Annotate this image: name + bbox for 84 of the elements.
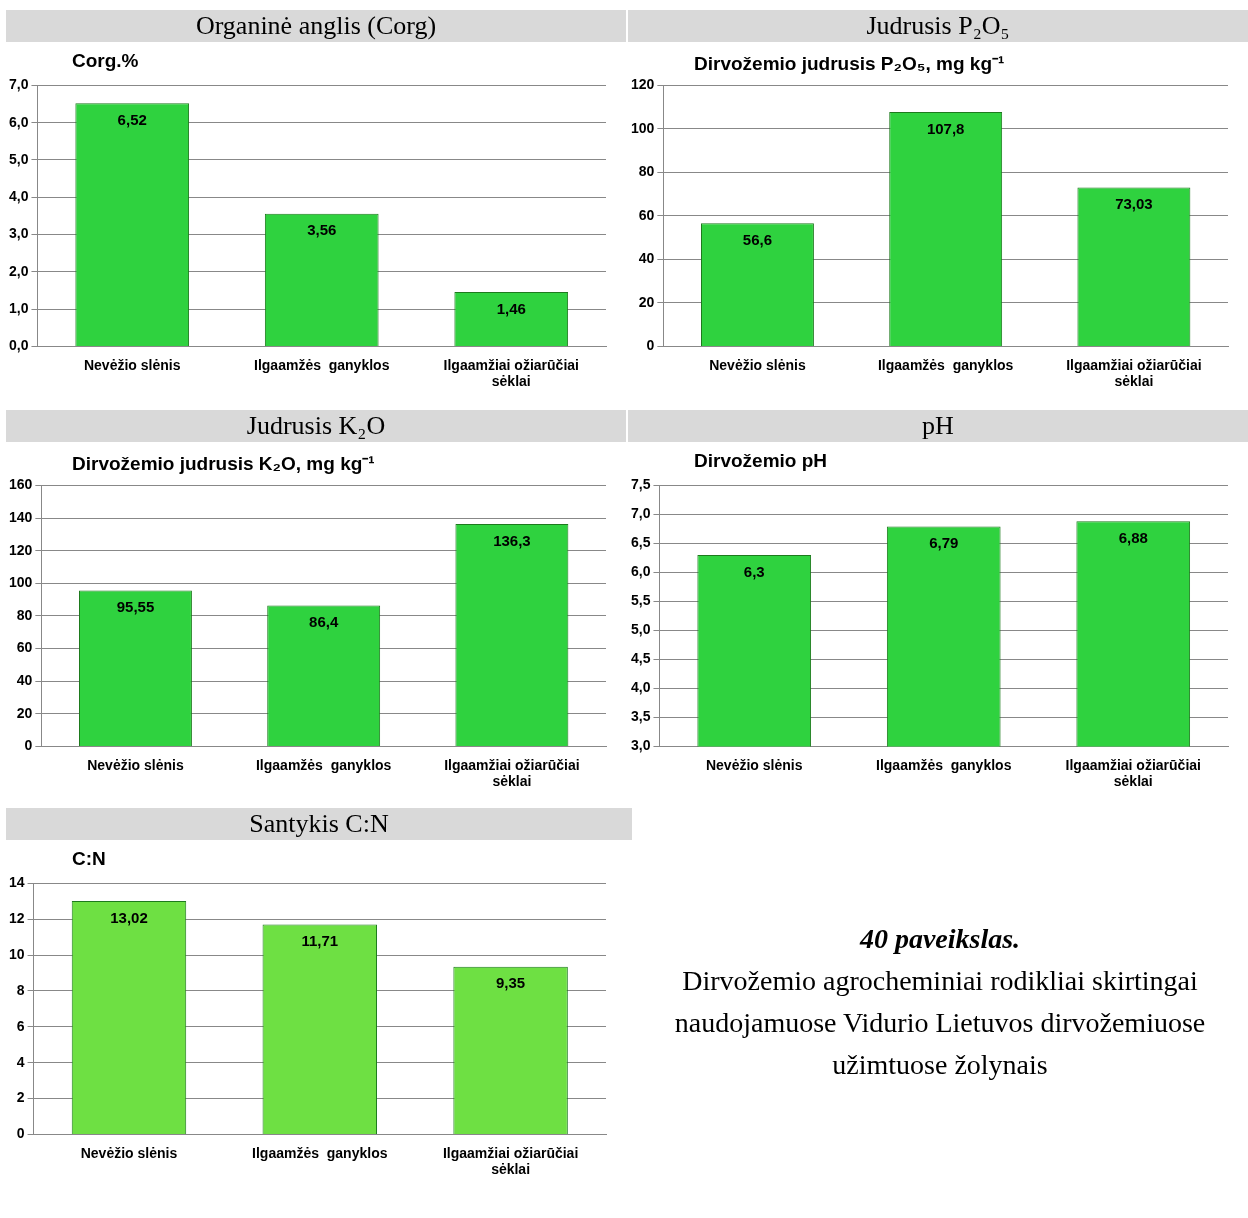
y-tick-label: 80 <box>638 163 655 180</box>
x-tick-label: Ilgaamžės ganyklos <box>252 1144 388 1161</box>
y-tick-label: 7,5 <box>630 476 651 493</box>
x-tick-label: Ilgaamžiai ožiarūčiai sėklai <box>442 1144 579 1178</box>
data-label: 136,3 <box>493 531 531 549</box>
data-label: 56,6 <box>742 230 773 248</box>
x-tick-label: Ilgaamžės ganyklos <box>876 756 1012 773</box>
y-tick-label: 6,0 <box>8 113 29 130</box>
data-label: 6,3 <box>743 562 765 580</box>
x-tick-label: Ilgaamžiai ožiarūčiai sėklai <box>444 756 580 790</box>
y-tick-label: 20 <box>16 704 33 721</box>
y-axis-title: Dirvožemio judrusis P₂O₅, mg kg⁻¹ <box>694 52 1006 74</box>
data-label: 9,35 <box>495 974 526 992</box>
data-label: 95,55 <box>116 598 155 616</box>
y-tick-label: 3,0 <box>8 225 29 242</box>
y-tick-label: 4,5 <box>630 650 651 667</box>
text: Dirvožemio agrocheminiai rodikliai skirtingai naudojamuose Vidurio Lietuvos dirvožemiuose užimtuose žolynais <box>673 964 1207 1082</box>
y-tick-label: 0,0 <box>8 337 29 354</box>
chart-title: Judrusis P₂O₅ <box>628 10 1248 42</box>
y-tick-label: 100 <box>631 119 655 136</box>
y-tick-label: 2 <box>16 1089 25 1106</box>
y-tick-label: 80 <box>16 606 33 623</box>
y-tick-label: 1,0 <box>8 299 29 316</box>
data-label: 6,79 <box>929 534 959 552</box>
y-tick-label: 8 <box>16 981 25 998</box>
y-tick-label: 0 <box>646 337 655 354</box>
y-tick-label: 5,0 <box>630 621 651 638</box>
x-tick-label: Nevėžio slėnis <box>705 756 803 773</box>
y-tick-label: 12 <box>8 910 25 927</box>
y-tick-label: 6,0 <box>630 563 651 580</box>
y-tick-label: 60 <box>638 206 655 223</box>
y-tick-label: 120 <box>631 76 655 93</box>
y-tick-label: 4,0 <box>8 188 29 205</box>
data-label: 107,8 <box>926 119 965 137</box>
y-tick-label: 7,0 <box>8 76 29 93</box>
y-tick-label: 120 <box>9 541 33 558</box>
y-tick-label: 140 <box>9 508 33 525</box>
y-tick-label: 7,0 <box>630 505 651 522</box>
x-tick-label: Nevėžio slėnis <box>83 356 181 373</box>
data-label: 1,46 <box>496 299 526 317</box>
text: 40 paveikslas. <box>858 922 1022 956</box>
y-axis-title: Dirvožemio judrusis K₂O, mg kg⁻¹ <box>72 452 376 474</box>
data-label: 11,71 <box>301 932 339 950</box>
data-label: 3,56 <box>307 221 337 239</box>
y-tick-label: 4 <box>16 1053 25 1070</box>
y-tick-label: 160 <box>9 476 33 493</box>
data-label: 13,02 <box>110 908 148 926</box>
x-tick-label: Ilgaamžės ganyklos <box>877 356 1014 373</box>
data-label: 73,03 <box>1115 195 1153 213</box>
data-label: 6,52 <box>117 110 147 128</box>
y-tick-label: 100 <box>9 574 33 591</box>
y-axis-title: Dirvožemio pH <box>694 450 829 473</box>
y-tick-label: 0 <box>24 737 33 754</box>
y-axis-title: C:N <box>72 848 107 871</box>
chart-title: Organinė anglis (Corg) <box>6 10 626 42</box>
x-tick-label: Nevėžio slėnis <box>87 756 184 773</box>
y-tick-label: 4,0 <box>630 679 651 696</box>
x-tick-label: Nevėžio slėnis <box>80 1144 178 1161</box>
chart-title: pH <box>628 410 1248 442</box>
y-tick-label: 0 <box>16 1125 25 1142</box>
y-tick-label: 5,0 <box>8 150 29 167</box>
x-tick-label: Ilgaamžiai ožiarūčiai sėklai <box>1066 356 1202 390</box>
x-tick-label: Ilgaamžės ganyklos <box>255 756 392 773</box>
data-label: 86,4 <box>309 613 339 631</box>
y-axis-title: Corg.% <box>72 50 140 73</box>
y-tick-label: 14 <box>8 874 25 891</box>
x-tick-label: Ilgaamžiai ožiarūčiai sėklai <box>1065 756 1201 790</box>
x-tick-label: Ilgaamžiai ožiarūčiai sėklai <box>443 356 579 390</box>
x-tick-label: Nevėžio slėnis <box>709 356 806 373</box>
x-tick-label: Ilgaamžės ganyklos <box>254 356 390 373</box>
chart-title: Judrusis K₂O <box>6 410 626 442</box>
y-tick-label: 40 <box>638 250 655 267</box>
y-tick-label: 5,5 <box>630 592 651 609</box>
y-tick-label: 6,5 <box>630 534 651 551</box>
y-tick-label: 2,0 <box>8 262 29 279</box>
y-tick-label: 3,0 <box>630 737 651 754</box>
chart-title: Santykis C:N <box>6 808 632 840</box>
y-tick-label: 60 <box>16 639 33 656</box>
y-tick-label: 40 <box>16 672 33 689</box>
y-tick-label: 20 <box>638 293 655 310</box>
data-label: 6,88 <box>1118 529 1148 546</box>
y-tick-label: 3,5 <box>630 708 651 725</box>
y-tick-label: 10 <box>8 945 25 962</box>
y-tick-label: 6 <box>16 1017 25 1034</box>
